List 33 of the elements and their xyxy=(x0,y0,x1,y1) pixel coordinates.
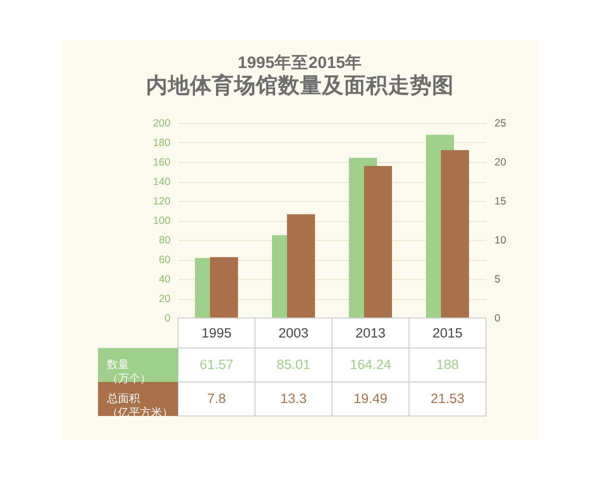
data-label: 188 xyxy=(436,357,459,372)
data-label: 85.01 xyxy=(276,357,310,372)
y-tick-label: 140 xyxy=(152,176,171,188)
y-tick-label: 80 xyxy=(158,234,171,246)
y-tick-label: 0 xyxy=(164,312,171,324)
y-tick-label: 40 xyxy=(158,274,171,286)
x-tick-label: 2013 xyxy=(355,326,386,340)
y-tick-label: 120 xyxy=(152,196,171,208)
y-tick-label: 100 xyxy=(152,215,171,227)
data-label: 19.49 xyxy=(354,391,388,406)
y-tick-label: 180 xyxy=(152,137,171,149)
data-label: 7.8 xyxy=(207,391,226,406)
y2-tick-label: 25 xyxy=(494,118,506,130)
data-label: 61.57 xyxy=(200,357,234,372)
y-tick-label: 20 xyxy=(158,293,171,305)
x-tick-label: 2003 xyxy=(278,326,309,340)
y2-tick-label: 20 xyxy=(494,156,506,168)
data-label: 13.3 xyxy=(280,391,307,406)
data-label: 21.53 xyxy=(430,391,464,406)
chart-title: 1995年至2015年 xyxy=(238,53,362,72)
y2-tick-label: 0 xyxy=(494,312,500,324)
x-tick-label: 2015 xyxy=(432,326,463,340)
data-label: 164.24 xyxy=(350,357,392,372)
y2-tick-label: 5 xyxy=(494,274,500,286)
text: 总面积（亿平方米） xyxy=(106,392,173,419)
y-tick-label: 160 xyxy=(152,156,171,168)
y-tick-label: 60 xyxy=(158,254,171,266)
text: 数量（万个） xyxy=(107,359,151,385)
y2-tick-label: 15 xyxy=(494,196,506,208)
x-tick-label: 1995 xyxy=(201,326,232,340)
chart-subtitle: 内地体育场馆数量及面积走势图 xyxy=(146,72,454,98)
y-tick-label: 200 xyxy=(152,118,171,130)
y2-tick-label: 10 xyxy=(494,234,506,246)
